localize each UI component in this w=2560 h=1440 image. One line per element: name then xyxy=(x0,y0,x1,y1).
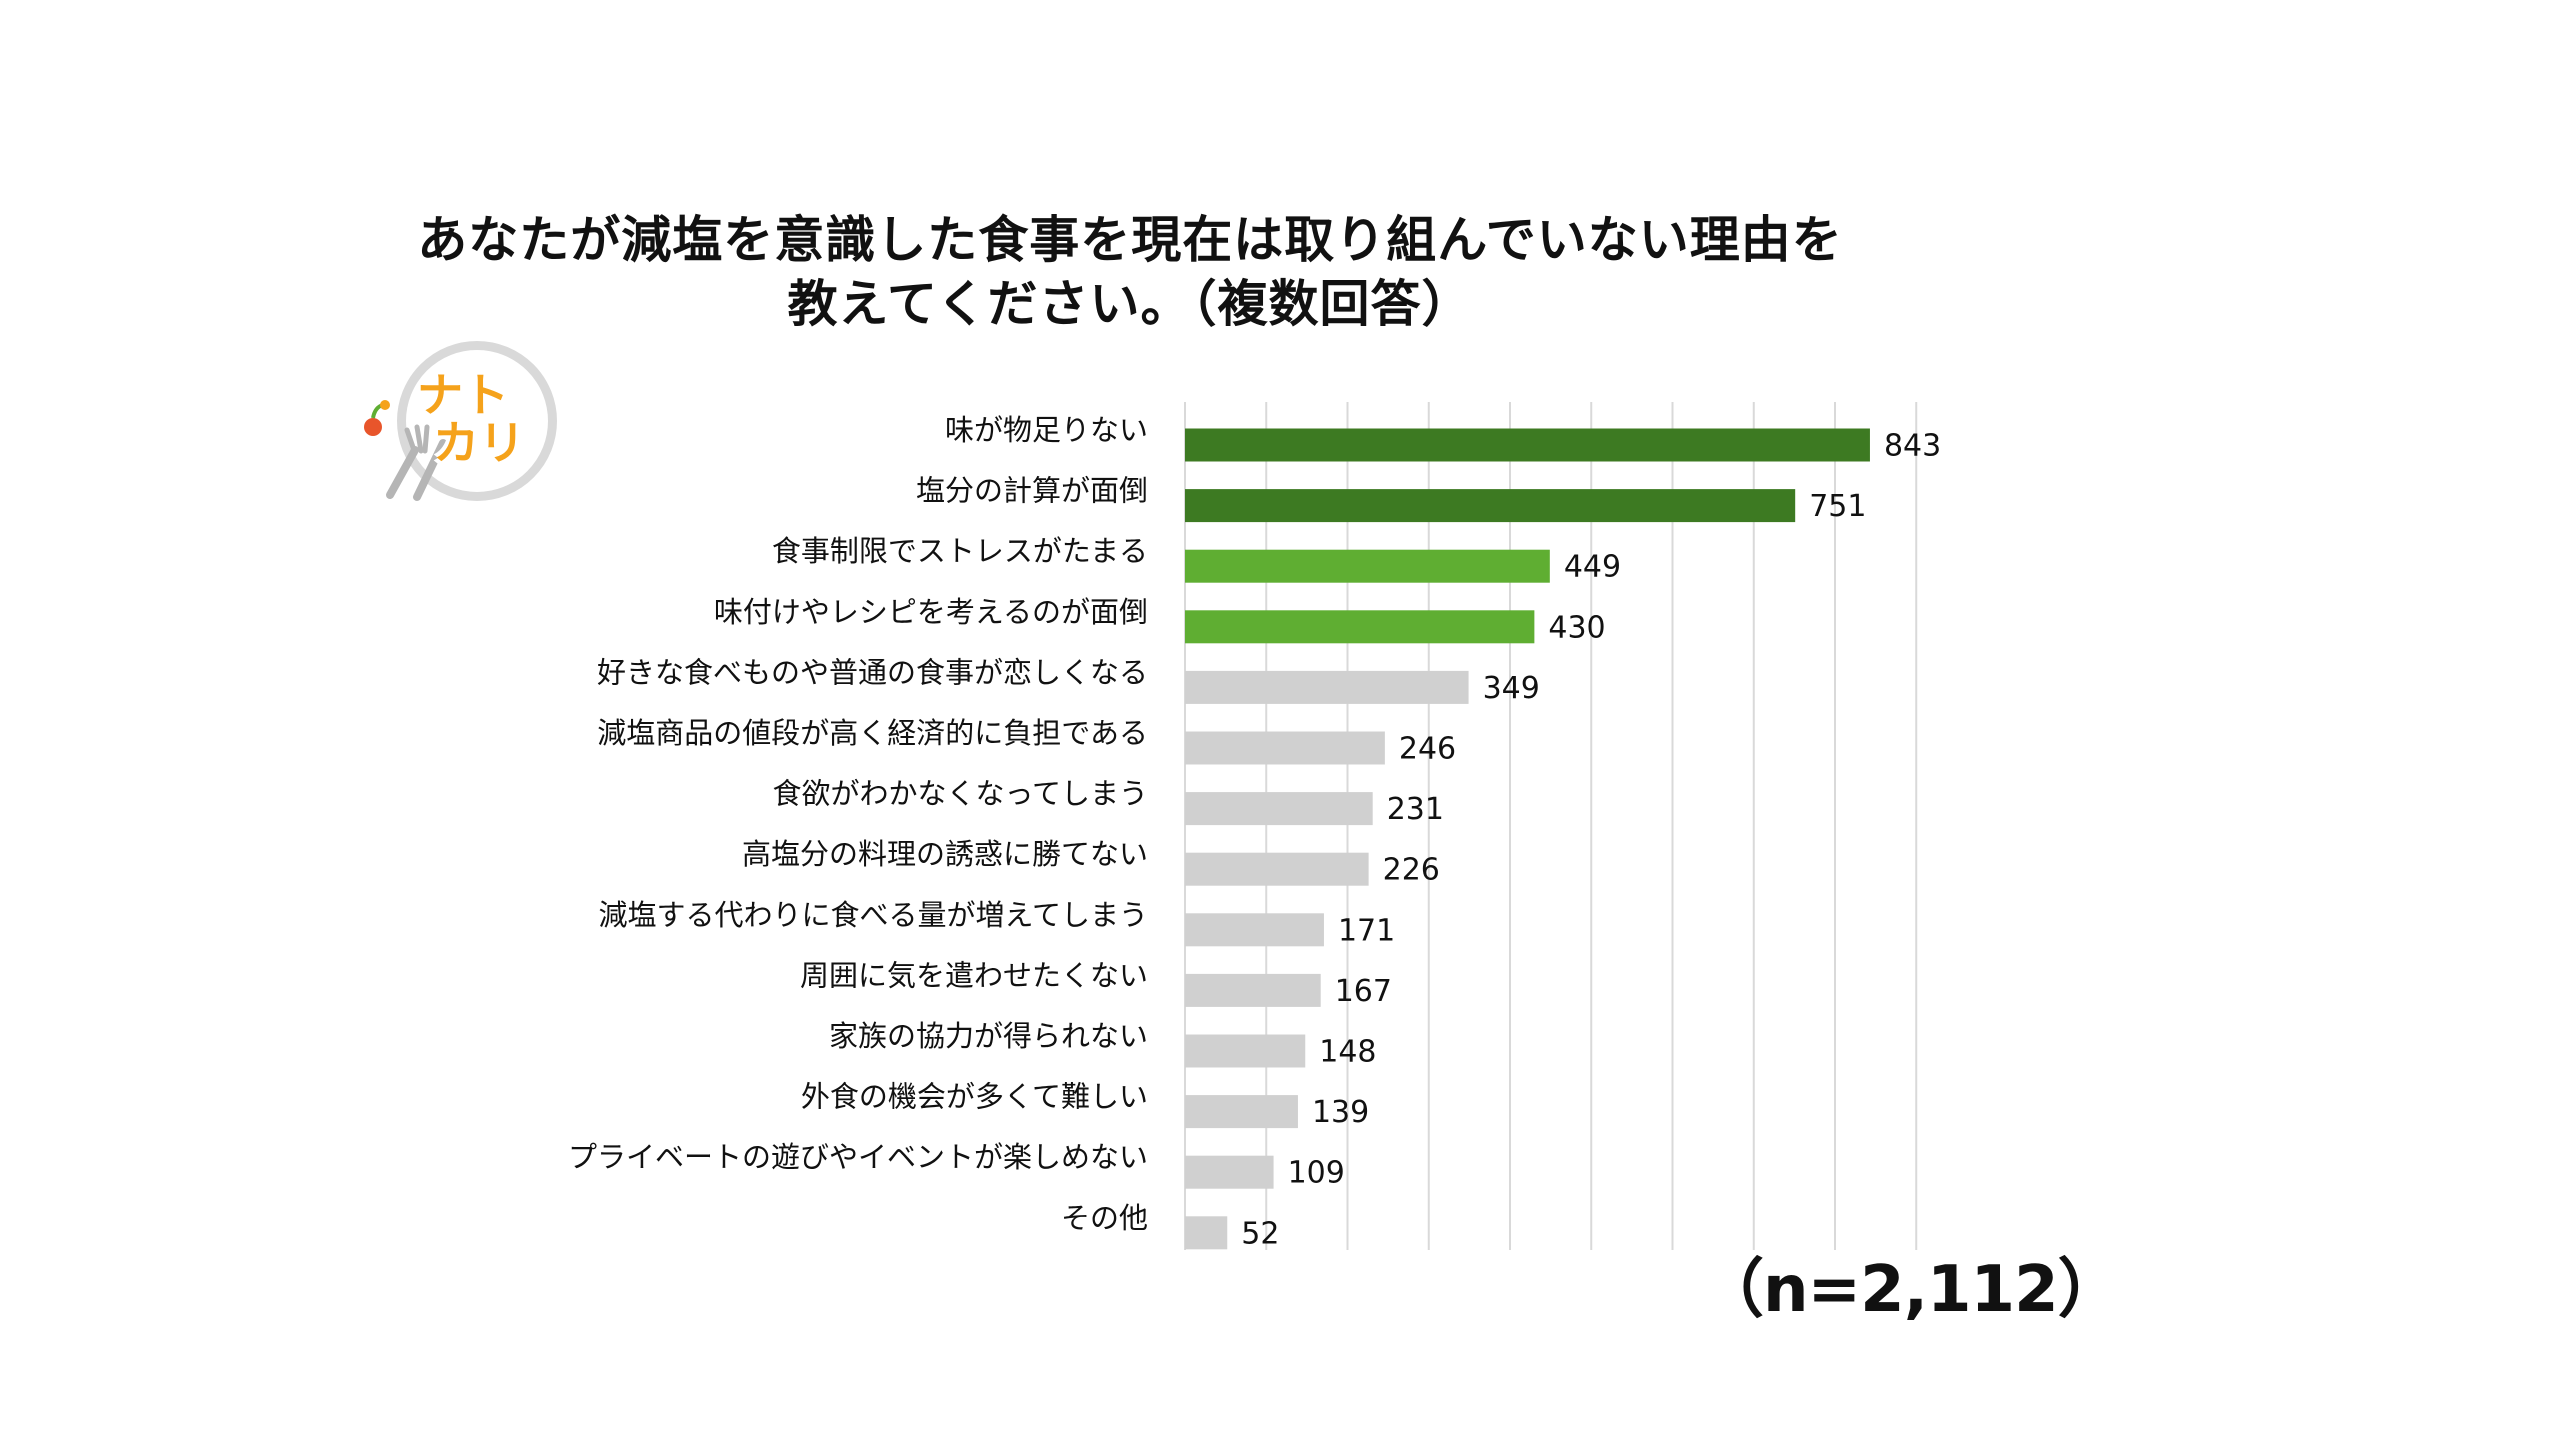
bar xyxy=(1185,1034,1306,1068)
logo-text-line2: カリ xyxy=(433,416,525,470)
bar xyxy=(1185,913,1324,947)
bar xyxy=(1185,489,1796,523)
bar xyxy=(1185,670,1469,704)
category-label: 減塩商品の値段が高く経済的に負担である xyxy=(597,716,1148,750)
chart-title-line2: 教えてください。（複数回答） xyxy=(787,275,1473,333)
value-label: 246 xyxy=(1399,732,1456,767)
bar xyxy=(1185,852,1369,886)
bar xyxy=(1185,1095,1298,1129)
category-label: 減塩する代わりに食べる量が増えてしまう xyxy=(598,898,1148,932)
bar xyxy=(1185,1155,1274,1189)
logo-cutlery-icon xyxy=(364,400,447,501)
value-label: 231 xyxy=(1387,792,1444,827)
value-label: 843 xyxy=(1884,429,1941,464)
bar xyxy=(1185,792,1373,826)
bar xyxy=(1185,731,1385,765)
bars xyxy=(1185,428,1870,1250)
category-label: 家族の協力が得られない xyxy=(829,1019,1148,1053)
value-label: 449 xyxy=(1564,550,1621,585)
category-label: 周囲に気を遣わせたくない xyxy=(800,958,1148,992)
value-label: 109 xyxy=(1288,1156,1345,1191)
natokari-logo: ナト カリ xyxy=(355,335,570,510)
category-label: 味が物足りない xyxy=(945,413,1148,447)
bar xyxy=(1185,610,1535,644)
category-label: 塩分の計算が面倒 xyxy=(916,474,1148,508)
category-label: 高塩分の料理の誘惑に勝てない xyxy=(742,837,1148,871)
bar xyxy=(1185,549,1550,583)
category-label: プライベートの遊びやイベントが楽しめない xyxy=(568,1140,1148,1174)
category-label: 食事制限でストレスがたまる xyxy=(772,534,1148,568)
logo-text-line1: ナト xyxy=(417,368,509,422)
bar xyxy=(1185,428,1870,462)
value-label: 139 xyxy=(1312,1095,1369,1130)
category-label: その他 xyxy=(1061,1201,1148,1235)
category-labels: 味が物足りない塩分の計算が面倒食事制限でストレスがたまる味付けやレシピを考えるの… xyxy=(568,413,1148,1235)
value-label: 167 xyxy=(1335,974,1392,1009)
value-label: 171 xyxy=(1338,913,1395,948)
value-label: 226 xyxy=(1383,853,1440,888)
bar xyxy=(1185,1216,1228,1250)
category-label: 食欲がわかなくなってしまう xyxy=(772,777,1148,811)
category-label: 外食の機会が多くて難しい xyxy=(801,1080,1148,1114)
value-label: 52 xyxy=(1241,1216,1279,1251)
value-label: 430 xyxy=(1548,610,1605,645)
value-label: 349 xyxy=(1483,671,1540,706)
value-label: 751 xyxy=(1809,489,1866,524)
sample-size-label: （n=2,112） xyxy=(1700,1253,2122,1327)
chart-title-line1: あなたが減塩を意識した食事を現在は取り組んでいない理由を xyxy=(417,211,1843,269)
category-label: 好きな食べものや普通の食事が恋しくなる xyxy=(597,655,1148,689)
value-label: 148 xyxy=(1319,1035,1376,1070)
category-label: 味付けやレシピを考えるのが面倒 xyxy=(714,595,1148,629)
bar xyxy=(1185,973,1321,1007)
